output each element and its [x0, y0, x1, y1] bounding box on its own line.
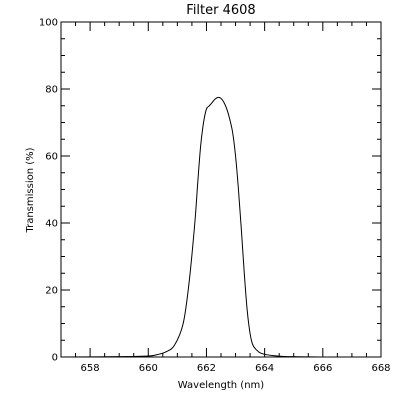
- x-tick-label: 660: [139, 363, 158, 374]
- y-tick-label: 60: [45, 152, 58, 163]
- x-tick-label: 664: [255, 363, 274, 374]
- y-axis-label: Transmission (%): [25, 147, 36, 233]
- y-axis-ticks: [61, 21, 381, 358]
- x-tick-label: 662: [197, 363, 216, 374]
- chart-title: Filter 4608: [186, 3, 255, 18]
- x-tick-label: 668: [371, 363, 390, 374]
- y-tick-label: 20: [45, 286, 58, 297]
- plot-frame: [60, 21, 382, 358]
- x-axis-label: Wavelength (nm): [178, 380, 264, 391]
- y-tick-label: 100: [39, 18, 58, 29]
- y-tick-label: 40: [45, 219, 58, 230]
- y-tick-label: 80: [45, 85, 58, 96]
- y-tick-label: 0: [52, 353, 58, 364]
- x-axis-ticks: [60, 22, 382, 357]
- series-line: [60, 96, 382, 358]
- x-axis-tick-labels: 658 660 662 664 666 668: [81, 363, 391, 374]
- y-axis-tick-labels: 0 20 40 60 80 100: [39, 18, 58, 364]
- x-tick-label: 658: [81, 363, 100, 374]
- x-tick-label: 666: [313, 363, 332, 374]
